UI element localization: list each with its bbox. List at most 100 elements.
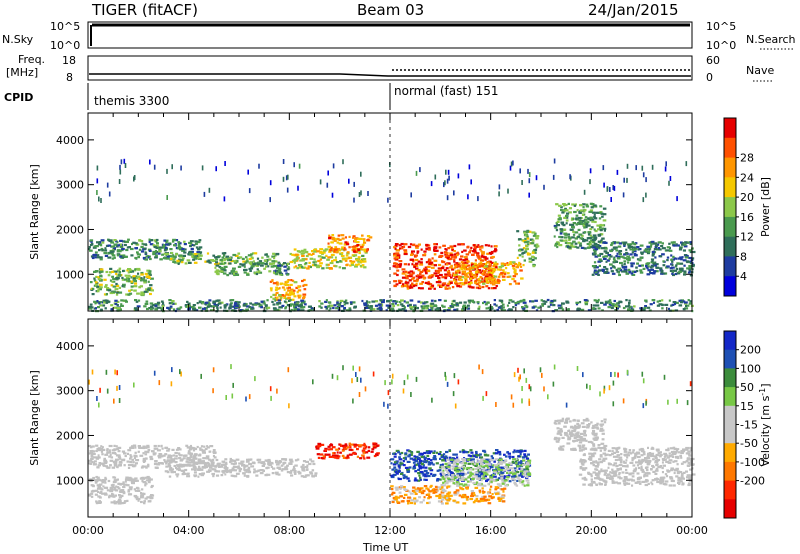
data-cell (484, 303, 488, 306)
data-cell (375, 300, 379, 303)
data-cell (228, 262, 232, 265)
data-cell (139, 277, 143, 280)
data-cell (653, 262, 656, 265)
data-cell (177, 262, 180, 265)
data-cell (99, 270, 104, 273)
data-cell (591, 239, 594, 242)
data-cell (409, 286, 414, 289)
data-cell (511, 460, 515, 464)
data-cell (104, 481, 107, 484)
data-cell (480, 280, 484, 283)
data-cell (480, 479, 483, 482)
data-cell (189, 455, 193, 458)
data-cell (587, 217, 590, 220)
data-cell (294, 472, 297, 475)
data-cell (302, 475, 307, 478)
data-cell (325, 263, 328, 266)
data-cell (269, 180, 272, 186)
data-cell (526, 484, 530, 487)
data-cell (465, 272, 468, 275)
data-cell (478, 305, 481, 308)
data-cell (439, 466, 443, 469)
data-cell (176, 261, 180, 264)
data-cell (480, 250, 483, 253)
data-cell (271, 300, 274, 303)
data-cell (504, 484, 509, 487)
data-cell (633, 250, 637, 253)
data-cell (433, 450, 436, 453)
data-cell (104, 476, 107, 479)
data-cell (396, 304, 400, 307)
data-cell (127, 293, 130, 296)
data-cell (135, 300, 139, 303)
data-cell (474, 265, 477, 268)
data-cell (224, 465, 227, 468)
data-cell (361, 254, 365, 257)
data-cell (535, 235, 540, 238)
data-cell (181, 249, 185, 252)
data-cell (437, 452, 442, 456)
data-cell (433, 473, 437, 476)
data-cell (470, 263, 474, 266)
data-cell (214, 263, 218, 266)
data-cell (564, 209, 569, 212)
data-cell (185, 305, 189, 308)
data-cell (482, 484, 487, 487)
data-cell (683, 273, 687, 276)
data-cell (279, 264, 283, 267)
data-cell (277, 264, 281, 267)
data-cell (315, 447, 320, 450)
data-cell (260, 306, 263, 309)
data-cell (431, 274, 434, 277)
data-cell (123, 452, 127, 455)
data-cell (563, 236, 568, 239)
data-cell (359, 261, 363, 264)
data-cell (148, 249, 152, 252)
data-cell (441, 265, 445, 268)
data-cell (226, 274, 230, 277)
data-cell (143, 281, 146, 284)
data-cell (672, 255, 675, 258)
data-cell (441, 304, 444, 307)
data-cell (171, 302, 174, 305)
data-cell (678, 248, 683, 251)
data-cell (451, 457, 455, 460)
data-cell (259, 262, 262, 265)
data-cell (474, 250, 477, 253)
data-cell (519, 481, 524, 484)
data-cell (123, 501, 126, 504)
data-cell (241, 464, 244, 467)
data-cell (110, 501, 115, 504)
data-cell (398, 466, 401, 469)
data-cell (359, 245, 364, 248)
data-cell (477, 470, 481, 473)
data-cell (94, 281, 98, 284)
data-cell (140, 466, 144, 469)
data-cell (452, 272, 455, 275)
data-cell (311, 250, 313, 253)
data-cell (516, 471, 520, 474)
data-cell (514, 483, 517, 486)
data-cell (627, 258, 631, 261)
data-cell (262, 462, 266, 465)
data-cell (621, 266, 625, 269)
data-cell (179, 465, 182, 468)
data-cell (201, 302, 204, 305)
data-cell (527, 472, 532, 475)
data-cell (289, 303, 294, 306)
data-cell (613, 256, 616, 259)
data-cell (604, 247, 608, 250)
data-cell (606, 268, 609, 271)
data-cell (467, 454, 471, 457)
date-label: 24/Jan/2015 (588, 1, 679, 19)
data-cell (490, 474, 494, 477)
data-cell (181, 247, 185, 251)
data-cell (313, 263, 317, 266)
data-cell (143, 243, 147, 246)
data-cell (304, 251, 309, 254)
data-cell (661, 242, 664, 245)
data-cell (113, 464, 117, 467)
data-cell (410, 453, 413, 456)
data-cell (127, 466, 131, 469)
data-cell (264, 459, 269, 462)
